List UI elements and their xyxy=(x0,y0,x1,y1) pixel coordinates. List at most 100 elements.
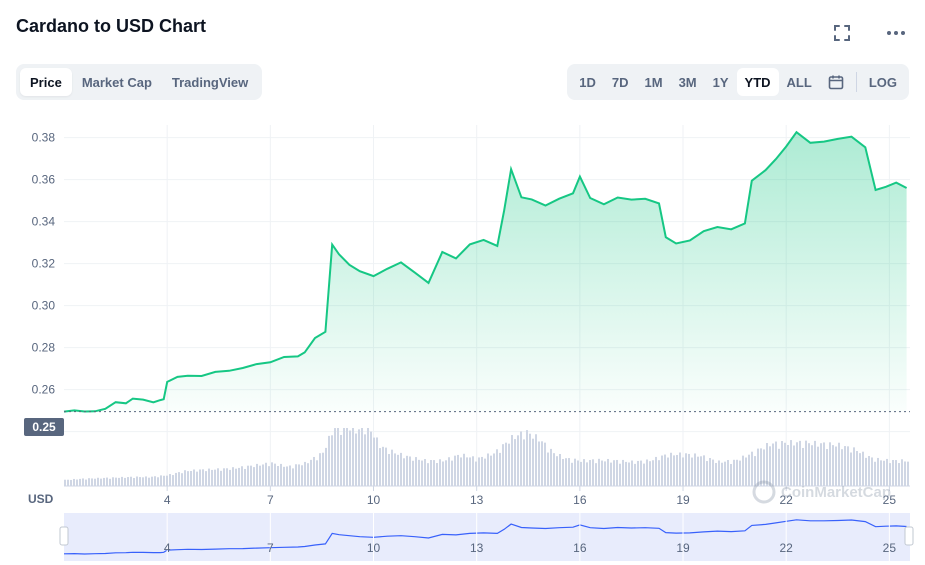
volume-bar xyxy=(253,467,255,486)
volume-bar xyxy=(379,448,381,486)
volume-bar xyxy=(139,477,141,486)
calendar-icon[interactable] xyxy=(820,68,852,96)
volume-bar xyxy=(256,463,258,486)
volume-bar xyxy=(325,447,327,486)
volume-bar xyxy=(577,460,579,486)
volume-bar xyxy=(160,475,162,486)
volume-bar xyxy=(64,479,66,486)
tab-market-cap[interactable]: Market Cap xyxy=(81,74,152,90)
volume-bar xyxy=(703,455,705,486)
volume-bar xyxy=(103,477,105,486)
volume-bar xyxy=(247,465,249,486)
volume-bar xyxy=(328,435,330,486)
volume-bar xyxy=(715,462,717,486)
range-all[interactable]: ALL xyxy=(786,74,812,90)
volume-bar xyxy=(763,449,765,486)
navigator[interactable]: 4 7 10 13 16 19 22 25 xyxy=(59,513,914,561)
range-3m[interactable]: 3M xyxy=(678,74,697,90)
volume-bar xyxy=(778,448,780,486)
volume-bar xyxy=(865,457,867,486)
volume-bar xyxy=(370,431,372,486)
range-1d[interactable]: 1D xyxy=(579,74,596,90)
volume-bar xyxy=(772,443,774,486)
volume-bar xyxy=(790,440,792,486)
volume-bar xyxy=(268,466,270,486)
volume-bar xyxy=(544,442,546,486)
volume-bar xyxy=(430,459,432,486)
volume-bar xyxy=(658,460,660,486)
range-divider xyxy=(855,72,857,92)
volume-bar xyxy=(394,453,396,486)
volume-bar xyxy=(766,443,768,486)
volume-bar xyxy=(100,478,102,486)
volume-bar xyxy=(565,458,567,486)
log-toggle[interactable]: LOG xyxy=(868,74,897,90)
volume-bar xyxy=(895,460,897,486)
volume-bar xyxy=(460,457,462,486)
volume-bar xyxy=(193,469,195,486)
volume-bar xyxy=(568,458,570,486)
volume-bar xyxy=(421,460,423,486)
volume-bar xyxy=(874,461,876,486)
more-horizontal-icon[interactable] xyxy=(885,22,907,44)
volume-bar xyxy=(409,456,411,486)
volume-bar xyxy=(232,467,234,486)
volume-bar xyxy=(274,463,276,486)
volume-bar xyxy=(667,457,669,486)
volume-bar xyxy=(343,428,345,486)
volume-bar xyxy=(832,445,834,486)
volume-bar xyxy=(700,456,702,486)
volume-bar xyxy=(508,443,510,486)
volume-bar xyxy=(277,466,279,486)
volume-bar xyxy=(445,460,447,486)
range-1m[interactable]: 1M xyxy=(644,74,663,90)
volume-bar xyxy=(163,475,165,486)
volume-bar xyxy=(136,476,138,486)
volume-bar xyxy=(187,471,189,486)
tab-tradingview[interactable]: TradingView xyxy=(171,74,249,90)
volume-bar xyxy=(907,461,909,486)
x-tick-label: 10 xyxy=(367,493,381,507)
chart-type-tabs: Price Market Cap TradingView xyxy=(16,64,263,100)
volume-bar xyxy=(346,428,348,486)
range-ytd[interactable]: YTD xyxy=(736,68,779,96)
volume-bar xyxy=(175,472,177,486)
volume-bar xyxy=(355,433,357,486)
volume-bar xyxy=(73,478,75,486)
range-1y[interactable]: 1Y xyxy=(712,74,729,90)
expand-icon[interactable] xyxy=(831,22,853,44)
volume-bar xyxy=(709,457,711,486)
volume-bar xyxy=(784,442,786,486)
range-7d[interactable]: 7D xyxy=(611,74,629,90)
volume-bar xyxy=(226,468,228,486)
volume-bar xyxy=(82,478,84,486)
navigator-tick-label: 13 xyxy=(470,541,484,555)
volume-bar xyxy=(154,476,156,486)
navigator-tick-label: 19 xyxy=(676,541,690,555)
volume-bar xyxy=(586,462,588,486)
tab-price[interactable]: Price xyxy=(20,68,72,96)
volume-bar xyxy=(166,475,168,486)
volume-bar xyxy=(523,439,525,486)
volume-bar xyxy=(631,460,633,486)
volume-bar xyxy=(259,465,261,486)
volume-bar xyxy=(415,457,417,486)
volume-bar xyxy=(532,438,534,486)
price-line xyxy=(63,130,908,413)
volume-bar xyxy=(850,452,852,486)
volume-bar xyxy=(838,442,840,486)
volume-bar xyxy=(451,460,453,486)
volume-bar xyxy=(322,452,324,486)
volume-bar xyxy=(775,441,777,486)
volume-bar xyxy=(265,462,267,486)
volume-bar xyxy=(520,431,522,486)
volume-bar xyxy=(97,477,99,486)
volume-bar xyxy=(559,454,561,486)
x-tick-label: 25 xyxy=(883,493,897,507)
volume-bar xyxy=(391,449,393,486)
volume-bar xyxy=(553,453,555,486)
volume-bar xyxy=(538,441,540,486)
volume-bar xyxy=(364,434,366,486)
volume-bar xyxy=(271,462,273,486)
volume-bar xyxy=(223,468,225,486)
